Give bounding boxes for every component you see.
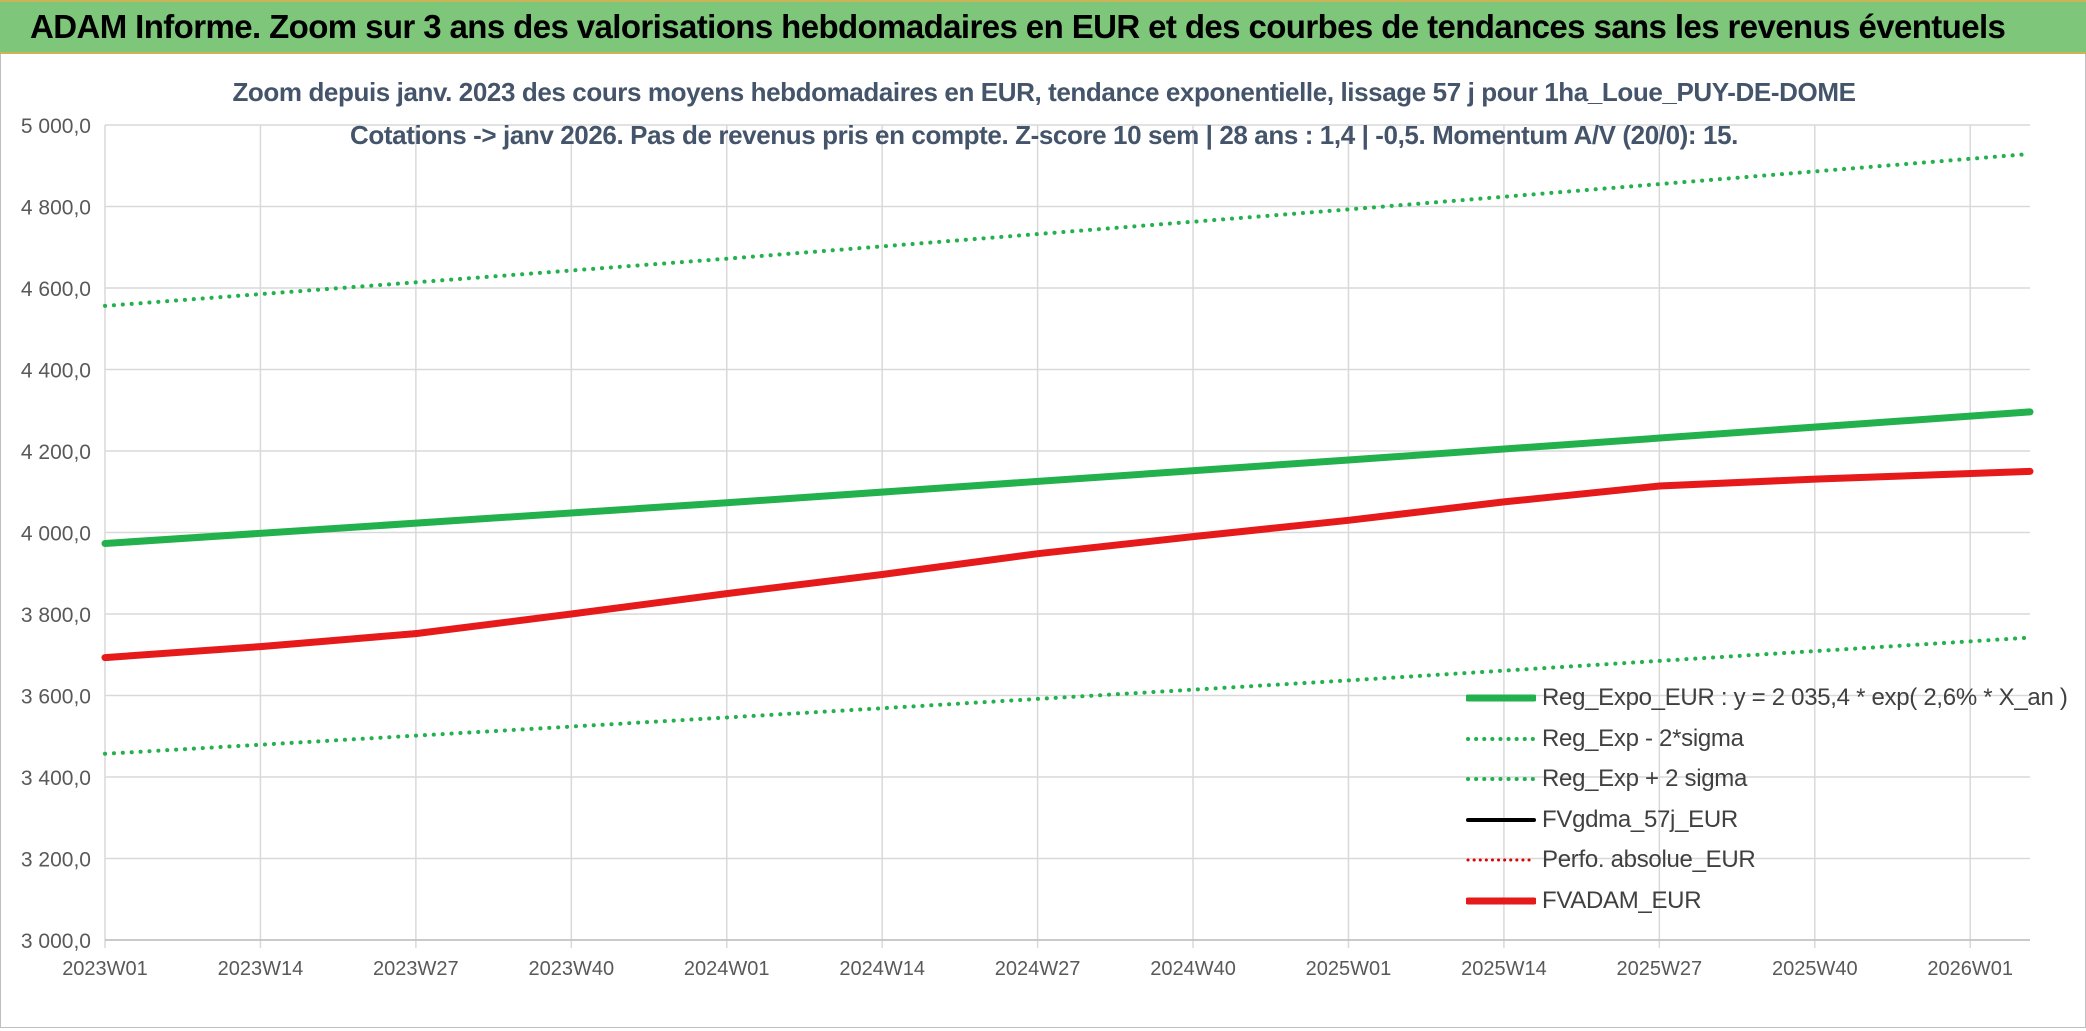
y-tick-label: 4 600,0 (21, 278, 91, 301)
legend-label: Perfo. absolue_EUR (1542, 846, 1756, 874)
x-tick-label: 2023W27 (373, 958, 459, 980)
y-tick-label: 4 400,0 (21, 360, 91, 383)
legend-swatch (1466, 736, 1536, 741)
chart-subtitle: Cotations -> janv 2026. Pas de revenus p… (350, 120, 1738, 150)
legend-label: Reg_Expo_EUR : y = 2 035,4 * exp( 2,6% *… (1542, 684, 2068, 712)
legend-label: Reg_Exp + 2 sigma (1542, 765, 1748, 793)
x-gridlines (104, 125, 2030, 948)
x-tick-label: 2024W40 (1150, 958, 1236, 980)
legend-swatch (1466, 777, 1536, 782)
y-tick-label: 4 000,0 (21, 523, 91, 546)
y-tick-label: 5 000,0 (21, 115, 91, 138)
legend-item: FVADAM_EUR (1466, 881, 2066, 922)
x-tick-label: 2026W01 (1927, 958, 2013, 980)
legend-label: FVADAM_EUR (1542, 886, 1702, 914)
banner: ADAM Informe. Zoom sur 3 ans des valoris… (0, 0, 2086, 54)
series-line-0 (101, 408, 2034, 547)
legend-label: Reg_Exp - 2*sigma (1542, 724, 1744, 752)
x-tick-label: 2023W01 (62, 958, 148, 980)
series-line-3 (103, 469, 2032, 660)
y-tick-label: 3 600,0 (21, 686, 91, 709)
x-tick-label: 2024W27 (995, 958, 1081, 980)
y-tick-label: 4 800,0 (21, 197, 91, 220)
y-tick-label: 4 200,0 (21, 441, 91, 464)
x-tick-label: 2023W14 (218, 958, 304, 980)
legend-item: FVgdma_57j_EUR (1466, 800, 2066, 841)
x-tick-label: 2025W40 (1772, 958, 1858, 980)
x-tick-label: 2025W27 (1617, 958, 1703, 980)
banner-title: ADAM Informe. Zoom sur 3 ans des valoris… (30, 8, 2006, 45)
x-tick-label: 2023W40 (528, 958, 614, 980)
chart-title: Zoom depuis janv. 2023 des cours moyens … (232, 77, 1855, 107)
legend-swatch (1466, 694, 1536, 702)
x-tick-label: 2025W01 (1306, 958, 1392, 980)
legend-swatch (1466, 897, 1536, 905)
legend-swatch (1466, 817, 1536, 822)
y-tick-label: 3 400,0 (21, 767, 91, 790)
chart: 3 000,0 3 200,0 3 400,0 3 600,0 3 800,0 4 000… (21, 77, 2034, 980)
x-axis-ticks: 2023W01 2023W14 2023W27 2023W40 2024W01 2024W… (62, 958, 2013, 980)
x-tick-label: 2025W14 (1461, 958, 1547, 980)
legend-item: Reg_Expo_EUR : y = 2 035,4 * exp( 2,6% *… (1466, 678, 2068, 719)
x-tick-label: 2024W14 (839, 958, 925, 980)
y-tick-label: 3 800,0 (21, 604, 91, 627)
legend-label: FVgdma_57j_EUR (1542, 805, 1738, 833)
legend-item: Perfo. absolue_EUR (1466, 840, 2066, 881)
y-tick-label: 3 000,0 (21, 930, 91, 953)
y-axis-ticks: 3 000,0 3 200,0 3 400,0 3 600,0 3 800,0 4 000… (21, 115, 91, 953)
series-line-5 (101, 467, 2034, 662)
legend: Reg_Expo_EUR : y = 2 035,4 * exp( 2,6% *… (1466, 678, 2068, 922)
series-line-1 (103, 635, 2032, 756)
x-tick-label: 2024W01 (684, 958, 770, 980)
series-line-2 (103, 151, 2032, 308)
series-layer (101, 151, 2034, 756)
legend-item: Reg_Exp + 2 sigma (1466, 759, 2066, 800)
legend-swatch (1466, 858, 1536, 862)
legend-item: Reg_Exp - 2*sigma (1466, 719, 2066, 760)
y-tick-label: 3 200,0 (21, 849, 91, 872)
